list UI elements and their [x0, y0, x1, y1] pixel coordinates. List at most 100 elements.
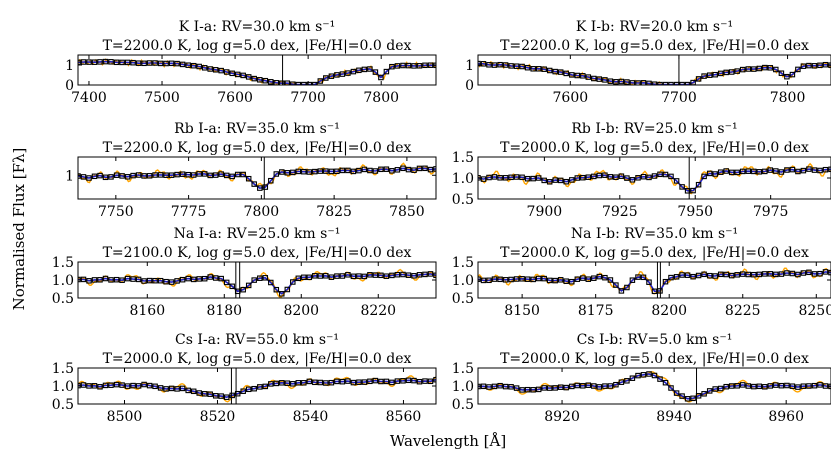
y-tick-label: 1.0 [52, 379, 74, 395]
data-point-marker [245, 175, 252, 182]
data-point-marker [684, 272, 691, 278]
panel-title-rv: Rb I-b: RV=25.0 km s⁻¹ [571, 121, 737, 137]
data-point-marker [323, 273, 329, 279]
data-point-marker [508, 174, 514, 181]
data-point-marker [163, 60, 169, 67]
data-point-marker [751, 383, 757, 390]
data-point-marker [427, 166, 434, 173]
data-point-marker [569, 278, 575, 285]
data-point-marker [119, 173, 125, 179]
data-point-marker [756, 271, 763, 278]
data-point-marker [602, 172, 608, 178]
data-point-marker [361, 379, 368, 385]
data-point-marker [712, 273, 718, 279]
data-point-marker [102, 174, 109, 181]
panel-title-rv: Rb I-a: RV=35.0 km s⁻¹ [174, 121, 340, 137]
data-point-marker [519, 276, 525, 282]
data-point-marker [411, 63, 417, 69]
data-point-marker [130, 276, 136, 282]
data-point-marker [135, 60, 142, 66]
data-point-marker [119, 59, 125, 66]
y-tick-label: 1.5 [452, 150, 474, 166]
data-point-marker [811, 271, 818, 277]
data-point-marker [706, 72, 713, 78]
data-point-marker [113, 381, 120, 388]
data-point-marker [218, 67, 224, 74]
data-point-marker [416, 378, 423, 385]
data-point-marker [196, 171, 202, 177]
plot-area [478, 368, 831, 404]
plot-area [478, 262, 831, 298]
data-point-marker [552, 177, 558, 183]
data-point-marker [378, 74, 384, 81]
data-point-marker [108, 382, 114, 388]
data-point-marker [97, 59, 103, 65]
x-tick-label: 7925 [602, 204, 638, 220]
data-point-marker [113, 59, 120, 66]
data-point-marker [268, 79, 274, 85]
x-tick-label: 7975 [753, 204, 789, 220]
data-point-marker [157, 172, 164, 178]
data-point-marker [624, 79, 630, 85]
data-point-marker [762, 168, 768, 175]
x-tick-label: 7900 [527, 204, 563, 220]
data-point-marker [372, 272, 379, 278]
y-tick-label: 1 [65, 168, 74, 184]
data-point-marker [130, 382, 136, 389]
data-point-marker [196, 276, 202, 282]
data-point-marker [86, 383, 92, 389]
data-point-marker [290, 169, 296, 176]
data-point-marker [607, 174, 614, 180]
data-point-marker [273, 171, 280, 177]
panel-na-i-a: Na I-a: RV=25.0 km s⁻¹ T=2100.0 K, log g=… [52, 226, 437, 319]
observed-spectrum-line [78, 378, 436, 399]
data-point-marker [229, 283, 235, 290]
data-point-marker [268, 177, 274, 184]
panel-title-rv: K I-a: RV=30.0 km s⁻¹ [179, 19, 336, 35]
panels-group: K I-a: RV=30.0 km s⁻¹ T=2200.0 K, log g=5… [52, 19, 831, 425]
data-point-marker [91, 277, 98, 283]
data-point-marker [141, 278, 147, 284]
data-point-marker [585, 74, 592, 80]
data-point-marker [168, 60, 175, 67]
data-point-marker [602, 383, 608, 389]
data-point-marker [163, 278, 169, 285]
data-point-marker [789, 383, 796, 389]
y-tick-label: 1.0 [452, 171, 474, 187]
data-point-marker [756, 169, 763, 175]
data-point-marker [662, 379, 669, 386]
data-point-marker [662, 278, 669, 285]
data-point-marker [124, 59, 131, 66]
data-point-marker [405, 166, 412, 173]
x-tick-label: 7700 [290, 90, 326, 106]
data-point-marker [389, 272, 395, 279]
panel-frame [77, 54, 437, 86]
data-point-marker [541, 177, 547, 184]
data-point-marker [651, 173, 658, 179]
plot-area [78, 157, 436, 199]
data-point-marker [596, 273, 603, 280]
panel-rb-i-a: Rb I-a: RV=35.0 km s⁻¹ T=2200.0 K, log g=… [65, 121, 437, 220]
data-point-marker [739, 271, 746, 277]
observed-spectrum-line [78, 273, 436, 295]
data-point-marker [717, 169, 724, 175]
data-point-marker [624, 284, 630, 291]
data-point-marker [502, 383, 509, 390]
data-point-marker [130, 59, 136, 66]
panel-frame [77, 156, 437, 200]
data-point-marker [618, 288, 625, 294]
data-point-marker [723, 168, 729, 174]
data-point-marker [519, 63, 525, 70]
x-tick-label: 8250 [798, 303, 831, 319]
data-point-marker [574, 276, 581, 282]
data-point-marker [806, 383, 812, 389]
data-point-marker [179, 171, 186, 177]
data-point-marker [778, 382, 785, 389]
data-point-marker [262, 77, 269, 84]
data-point-marker [306, 378, 313, 385]
y-tick-label: 1.5 [452, 255, 474, 271]
data-point-marker [679, 184, 685, 190]
data-point-marker [591, 275, 597, 281]
data-point-marker [356, 273, 362, 279]
data-point-marker [245, 74, 252, 80]
